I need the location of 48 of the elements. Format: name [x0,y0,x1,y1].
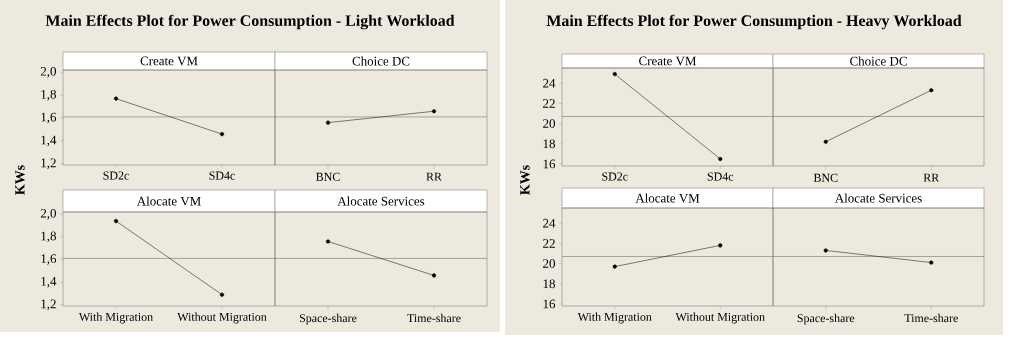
x-tick-label: With Migration [577,312,652,324]
y-tick-label: 1,8 [41,89,56,101]
y-tick-label: 2,0 [40,208,56,220]
y-axis-title: KWs [15,165,25,195]
y-tick-label: 24 [543,78,556,88]
y-tick-label: 20 [543,119,555,128]
x-tick-label: Without Migration [177,312,267,324]
x-tick-label: Time-share [407,313,461,323]
x-tick-label: Space-share [299,313,357,325]
chart-subtitle: Alocate Services [337,196,425,206]
y-tick-label: 1,4 [41,135,57,147]
y-tick-label: 16 [543,299,556,309]
y-tick-label: 18 [543,139,555,149]
y-tick-label: 1,8 [41,231,56,243]
x-tick-label: Without Migration [675,312,765,324]
y-tick-label: 1,6 [41,112,57,124]
x-tick-label: RR [923,173,940,182]
y-tick-label: 24 [543,218,556,228]
x-tick-label: SD4c [209,171,235,180]
chart-subtitle: Choice DC [850,56,907,66]
x-tick-label: SD2c [602,172,628,181]
y-tick-label: 22 [543,239,555,248]
x-tick-label: SD4c [707,172,734,181]
x-tick-label: BNC [813,173,838,182]
x-tick-label: BNC [316,172,340,181]
chart-subtitle: Alocate VM [136,196,201,206]
x-tick-label: RR [426,172,442,181]
chart-subtitle: Create VM [140,56,198,66]
y-tick-label: 18 [543,279,555,289]
chart-subtitle: Alocate VM [635,193,700,203]
chart-subtitle: Choice DC [352,56,410,66]
y-tick-label: 20 [543,259,555,268]
y-tick-label: 1,2 [41,299,56,311]
y-tick-label: 16 [543,159,556,169]
x-tick-label: Space-share [797,313,855,325]
y-tick-label: 2,0 [40,66,56,78]
y-tick-label: 1,4 [41,276,57,288]
x-tick-label: With Migration [78,312,153,324]
y-tick-label: 22 [543,99,555,108]
y-tick-label: 1,6 [41,254,57,265]
x-tick-label: Time-share [904,313,958,323]
chart-subtitle: Alocate Services [834,193,922,203]
chart-title: Main Effects Plot for Power Consumption - Heavy Workload [546,14,962,30]
x-tick-label: SD2c [103,171,129,180]
chart-subtitle: Create VM [639,56,697,66]
chart-title: Main Effects Plot for Power Consumption - Light Workload [45,14,455,30]
y-tick-label: 1,2 [41,158,56,170]
y-axis-title: KWs [520,165,530,195]
